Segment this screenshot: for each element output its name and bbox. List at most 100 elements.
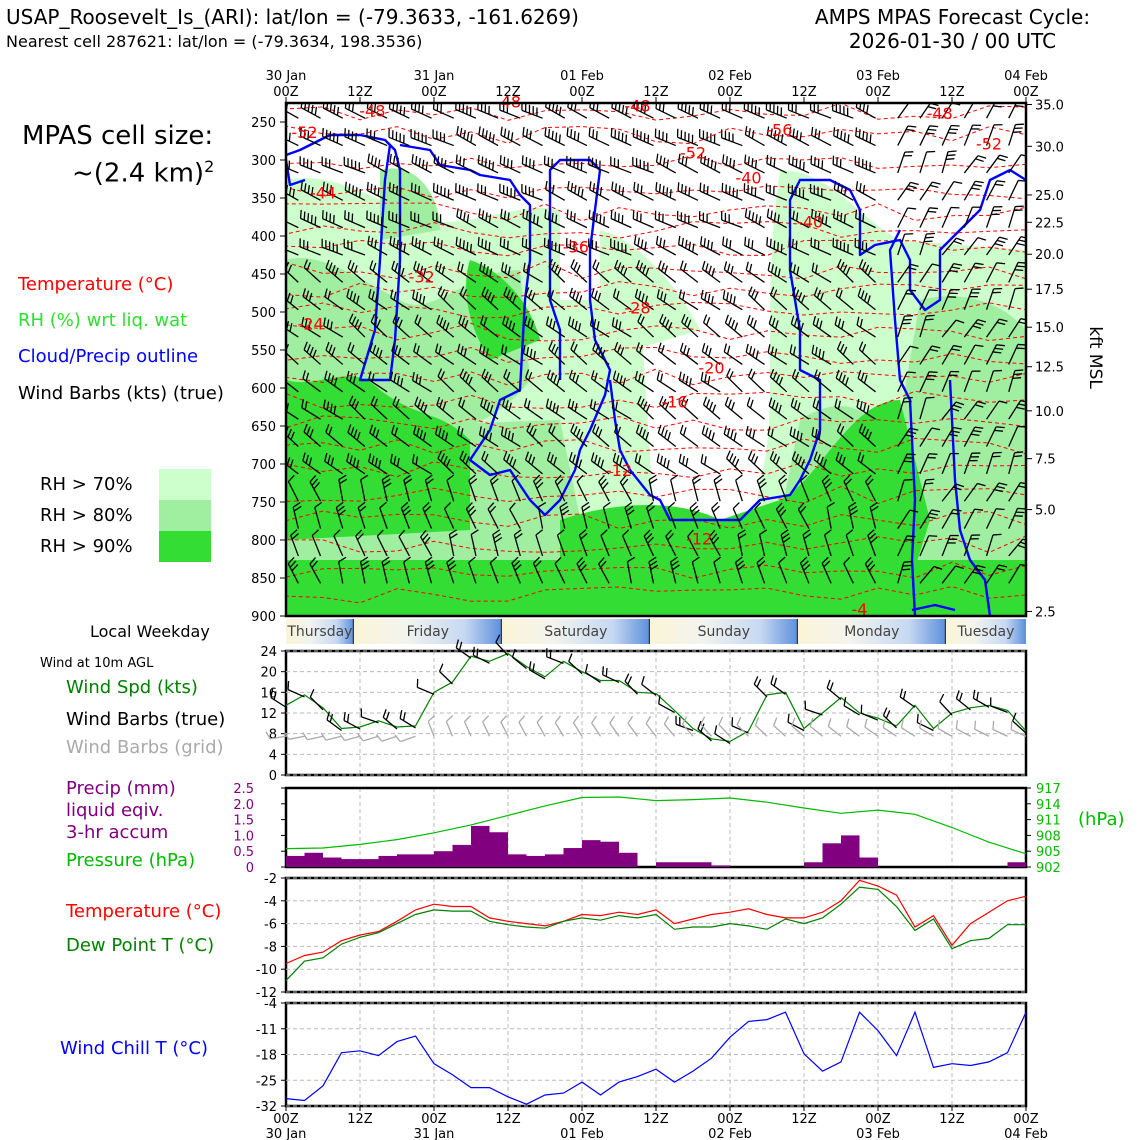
wind-barb xyxy=(565,238,588,256)
wind-barb xyxy=(292,501,302,529)
wind-barb xyxy=(589,316,610,338)
legend-windchill: Wind Chill T (°C) xyxy=(60,1038,208,1059)
wind-barb xyxy=(1008,563,1026,584)
wind-barb xyxy=(299,238,321,256)
wind-barb xyxy=(721,211,743,229)
top-date-label: 01 Feb xyxy=(560,69,604,84)
wind-barb xyxy=(768,397,788,420)
precip-bar xyxy=(545,854,564,867)
grid-wind-barb xyxy=(736,716,749,737)
wind-barb xyxy=(897,289,917,311)
wind-barb xyxy=(897,535,916,557)
wind-barb xyxy=(754,502,766,529)
surface-wind-barb xyxy=(939,693,953,716)
wind-barb xyxy=(986,154,1008,174)
y-tick-label: -4 xyxy=(264,997,277,1012)
wind-barb xyxy=(589,399,610,420)
wind-barb xyxy=(381,556,391,584)
axes: 250 300 350 400 450 500 550 600 650 700 750 800 850 9… xyxy=(251,69,1105,625)
wind-barb xyxy=(437,450,455,475)
y-tick-label: -11 xyxy=(256,1023,277,1038)
kft-tick-label: 30.0 xyxy=(1035,140,1064,155)
weekday-label: Local Weekday xyxy=(90,622,210,641)
wind-barb xyxy=(724,396,743,420)
wind-barb xyxy=(456,126,477,147)
wind-barb xyxy=(525,369,543,393)
precip-bar xyxy=(693,862,712,867)
bottom-time-tick-label: 00Z xyxy=(865,1112,891,1127)
precip-tick-label: 2.5 xyxy=(233,782,254,797)
wind-barb xyxy=(941,319,965,338)
wind-barb xyxy=(321,238,343,256)
wind-barb xyxy=(963,262,984,283)
wind-barb xyxy=(744,154,765,174)
wind-barb xyxy=(843,556,854,584)
wind-barb xyxy=(287,556,299,584)
wind-barb xyxy=(700,236,721,256)
wind-barb xyxy=(432,182,454,201)
legend-wind-barbs-grid: Wind Barbs (grid) xyxy=(66,737,224,758)
wind-barb xyxy=(369,342,388,365)
cloud-outline-segment xyxy=(911,603,956,612)
wind-barb xyxy=(457,343,477,365)
pressure-tick-label: 350 xyxy=(251,192,276,207)
wind-barb xyxy=(919,150,936,174)
wind-barb xyxy=(435,343,455,365)
wind-barb xyxy=(669,556,680,584)
wind-barb xyxy=(659,396,677,420)
wind-barb xyxy=(578,529,588,557)
pressure-line xyxy=(285,796,1027,855)
wind-barb xyxy=(458,397,477,420)
surface-wind-barb xyxy=(804,700,823,716)
wind-barb xyxy=(848,501,858,529)
wind-barb xyxy=(588,127,610,147)
pressure-tick-label: 600 xyxy=(251,382,276,397)
wind-barb xyxy=(570,423,588,447)
wind-barb xyxy=(678,289,699,311)
wind-barb xyxy=(919,345,941,365)
wind-barb xyxy=(963,124,982,146)
wind-barb xyxy=(343,238,366,256)
wind-barb xyxy=(511,556,522,584)
wind-barb xyxy=(410,129,432,147)
wind-barb xyxy=(567,180,588,201)
wind-barb xyxy=(743,183,765,201)
wind-barb xyxy=(643,529,655,557)
wind-barb xyxy=(897,560,913,584)
wind-barb xyxy=(522,344,543,366)
station-title: USAP_Roosevelt_Is_(ARI): lat/lon = (-79.… xyxy=(6,5,579,29)
wind-barb xyxy=(324,370,344,393)
cloud-outline-segment xyxy=(948,379,992,616)
temperature-contour-label: -20 xyxy=(698,359,724,378)
rh90-region xyxy=(466,260,540,360)
y-tick-label: 0 xyxy=(269,769,277,784)
wind-barb xyxy=(480,397,499,420)
precip-bar xyxy=(619,852,638,867)
temperature-contour-label: -48 xyxy=(927,104,953,123)
wind-barb xyxy=(412,371,432,393)
wind-barb xyxy=(398,529,410,557)
surface-wind-barb xyxy=(972,689,990,708)
wind-barb xyxy=(301,399,321,420)
wind-barb xyxy=(612,288,632,311)
wind-barb xyxy=(963,237,987,256)
wind-barb xyxy=(837,258,854,283)
top-date-label: 04 Feb xyxy=(1004,69,1048,84)
wind-barb xyxy=(569,369,588,393)
wind-barb xyxy=(746,397,765,420)
weekday-segment xyxy=(501,619,650,644)
wind-barb xyxy=(526,422,543,447)
legend-wind-barbs: Wind Barbs (true) xyxy=(66,709,226,730)
precip-bar xyxy=(360,859,379,867)
surface-wind-barb xyxy=(860,704,879,721)
wind-barb xyxy=(632,210,654,229)
wind-barb xyxy=(657,424,677,448)
wind-barb xyxy=(745,425,765,448)
precip-bar xyxy=(804,862,823,867)
pressure-tick-label: 300 xyxy=(251,154,276,169)
wind-barb xyxy=(897,207,917,228)
temperature-contour xyxy=(286,415,1026,431)
precip-bar xyxy=(508,854,527,867)
wind-barb xyxy=(368,371,388,393)
wind-barb xyxy=(656,453,677,475)
